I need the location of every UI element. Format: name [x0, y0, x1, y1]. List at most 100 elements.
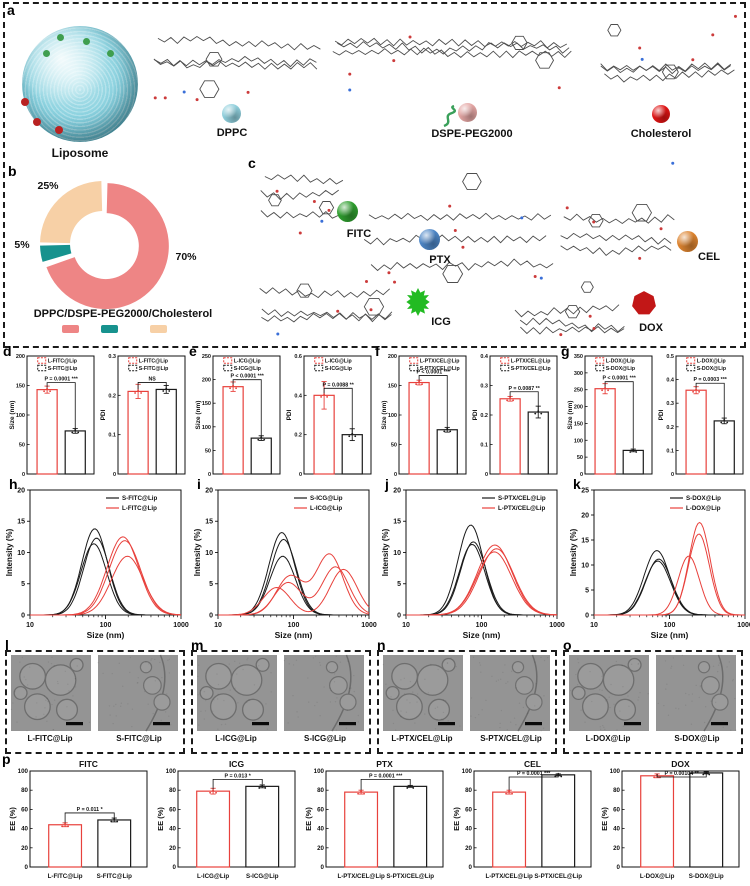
svg-text:L-PTX/CEL@Lip: L-PTX/CEL@Lip	[337, 873, 384, 880]
panel-letter-h: h	[9, 476, 18, 492]
svg-text:S-FITC@Lip: S-FITC@Lip	[122, 495, 157, 502]
svg-text:S-ICG@Lip: S-ICG@Lip	[325, 366, 352, 372]
ptx-marker-icon	[419, 229, 440, 250]
svg-text:5: 5	[585, 587, 589, 594]
svg-text:0.1: 0.1	[666, 448, 674, 454]
svg-text:Size (nm): Size (nm)	[567, 401, 574, 430]
svg-text:150: 150	[388, 384, 397, 390]
dox-label: DOX	[639, 322, 663, 334]
svg-text:S-ICG@Lip: S-ICG@Lip	[246, 873, 279, 880]
svg-text:CEL: CEL	[524, 759, 541, 769]
svg-text:0: 0	[25, 864, 29, 871]
legend-swatch-dppc	[62, 325, 79, 333]
panel-letter-l: l	[5, 637, 9, 653]
cholesterol-label: Cholesterol	[630, 128, 692, 140]
svg-text:0.4: 0.4	[294, 393, 303, 399]
svg-text:0.4: 0.4	[480, 354, 489, 360]
lipid-composition-donut-chart: 70% 5% 25%	[14, 180, 197, 310]
svg-text:25%: 25%	[37, 180, 59, 192]
svg-text:EE (%): EE (%)	[452, 807, 461, 831]
svg-text:100: 100	[664, 622, 676, 629]
svg-text:0: 0	[394, 472, 397, 478]
svg-text:0.6: 0.6	[294, 354, 302, 360]
panel-letter-i: i	[197, 476, 201, 492]
svg-text:100: 100	[388, 413, 397, 419]
dppc-marker-icon	[222, 104, 241, 123]
svg-text:15: 15	[393, 519, 401, 526]
svg-text:L-PTX/CEL@Lip: L-PTX/CEL@Lip	[420, 358, 460, 364]
icg-label: ICG	[431, 316, 451, 328]
svg-text:P = 0.0001 ***: P = 0.0001 ***	[517, 771, 551, 777]
svg-text:S-DOX@Lip: S-DOX@Lip	[686, 495, 721, 502]
svg-text:0.2: 0.2	[666, 425, 674, 431]
svg-text:10: 10	[402, 622, 410, 629]
dox-marker-icon	[632, 291, 656, 315]
svg-text:Size (nm): Size (nm)	[9, 401, 16, 430]
svg-text:250: 250	[202, 354, 211, 360]
panel-letter-c: c	[248, 155, 256, 171]
tem-panel-l-border	[5, 650, 185, 754]
svg-text:40: 40	[169, 826, 176, 833]
svg-text:20: 20	[581, 512, 589, 519]
liposome-label: Liposome	[51, 146, 109, 160]
svg-text:0.1: 0.1	[108, 433, 116, 439]
svg-text:80: 80	[169, 787, 176, 794]
svg-text:200: 200	[16, 354, 25, 360]
dspe-peg2000-label: DSPE-PEG2000	[431, 128, 513, 140]
svg-text:100: 100	[100, 622, 112, 629]
panel-letter-d: d	[3, 343, 12, 359]
panel-letter-m: m	[191, 637, 204, 653]
svg-text:S-FITC@Lip: S-FITC@Lip	[48, 366, 78, 372]
svg-text:350: 350	[574, 354, 583, 360]
svg-text:S-PTX/CEL@Lip: S-PTX/CEL@Lip	[498, 495, 546, 502]
panel-letter-b: b	[8, 163, 17, 179]
svg-text:EE (%): EE (%)	[8, 807, 17, 831]
panel-abc-border	[3, 2, 746, 348]
svg-text:0: 0	[321, 864, 325, 871]
cholesterol-structure	[600, 14, 737, 83]
svg-text:L-FITC@Lip: L-FITC@Lip	[122, 505, 157, 512]
svg-text:0.2: 0.2	[480, 413, 488, 419]
svg-text:S-ICG@Lip: S-ICG@Lip	[234, 366, 261, 372]
svg-text:10: 10	[17, 550, 25, 557]
tem-image-label: L-ICG@Lip	[215, 734, 257, 743]
svg-text:0: 0	[469, 864, 473, 871]
tem-image	[656, 654, 737, 732]
svg-text:FITC: FITC	[79, 759, 98, 769]
svg-text:Size (nm): Size (nm)	[463, 630, 501, 640]
svg-text:80: 80	[317, 787, 324, 794]
svg-text:L-ICG@Lip: L-ICG@Lip	[234, 358, 261, 364]
dox-dls-line-chart: 0 5 10 15 20 25 10 100 1000 Size (nm) Intensity (%…	[569, 487, 750, 640]
svg-text:1000: 1000	[173, 622, 189, 629]
svg-text:40: 40	[317, 826, 324, 833]
svg-text:1000: 1000	[361, 622, 377, 629]
panel-letter-f: f	[375, 343, 380, 359]
svg-text:60: 60	[169, 806, 176, 813]
svg-text:P = 0.0087 **: P = 0.0087 **	[509, 386, 541, 392]
svg-text:10: 10	[26, 622, 34, 629]
tem-image	[10, 655, 91, 732]
tem-image	[569, 655, 649, 731]
svg-text:20: 20	[317, 845, 324, 852]
svg-text:0: 0	[397, 612, 401, 619]
svg-text:0.3: 0.3	[480, 384, 488, 390]
svg-text:0.5: 0.5	[666, 354, 674, 360]
donut-title: DPPC/DSPE-PEG2000/Cholesterol	[33, 308, 213, 320]
svg-text:P < 0.0001 ***: P < 0.0001 ***	[602, 376, 636, 382]
icg-marker-icon	[406, 288, 430, 316]
svg-text:0.4: 0.4	[666, 378, 675, 384]
svg-text:L-PTX/CEL@Lip: L-PTX/CEL@Lip	[511, 358, 551, 364]
svg-text:40: 40	[21, 826, 28, 833]
liposome-illustration	[20, 26, 138, 142]
svg-text:40: 40	[613, 826, 620, 833]
svg-text:L-FITC@Lip: L-FITC@Lip	[48, 873, 83, 880]
ptx-ee-bar-chart: 0 20 40 60 80 100 EE (%) PTX L-PTX/CEL@Lip S-PTX/…	[304, 759, 444, 880]
tem-panel-n-border	[377, 650, 557, 754]
svg-text:100: 100	[610, 768, 621, 775]
svg-text:200: 200	[388, 354, 397, 360]
svg-text:L-ICG@Lip: L-ICG@Lip	[310, 505, 342, 512]
svg-text:0: 0	[209, 612, 213, 619]
tem-image-label: S-DOX@Lip	[674, 734, 720, 743]
fitc-marker-icon	[337, 201, 358, 222]
